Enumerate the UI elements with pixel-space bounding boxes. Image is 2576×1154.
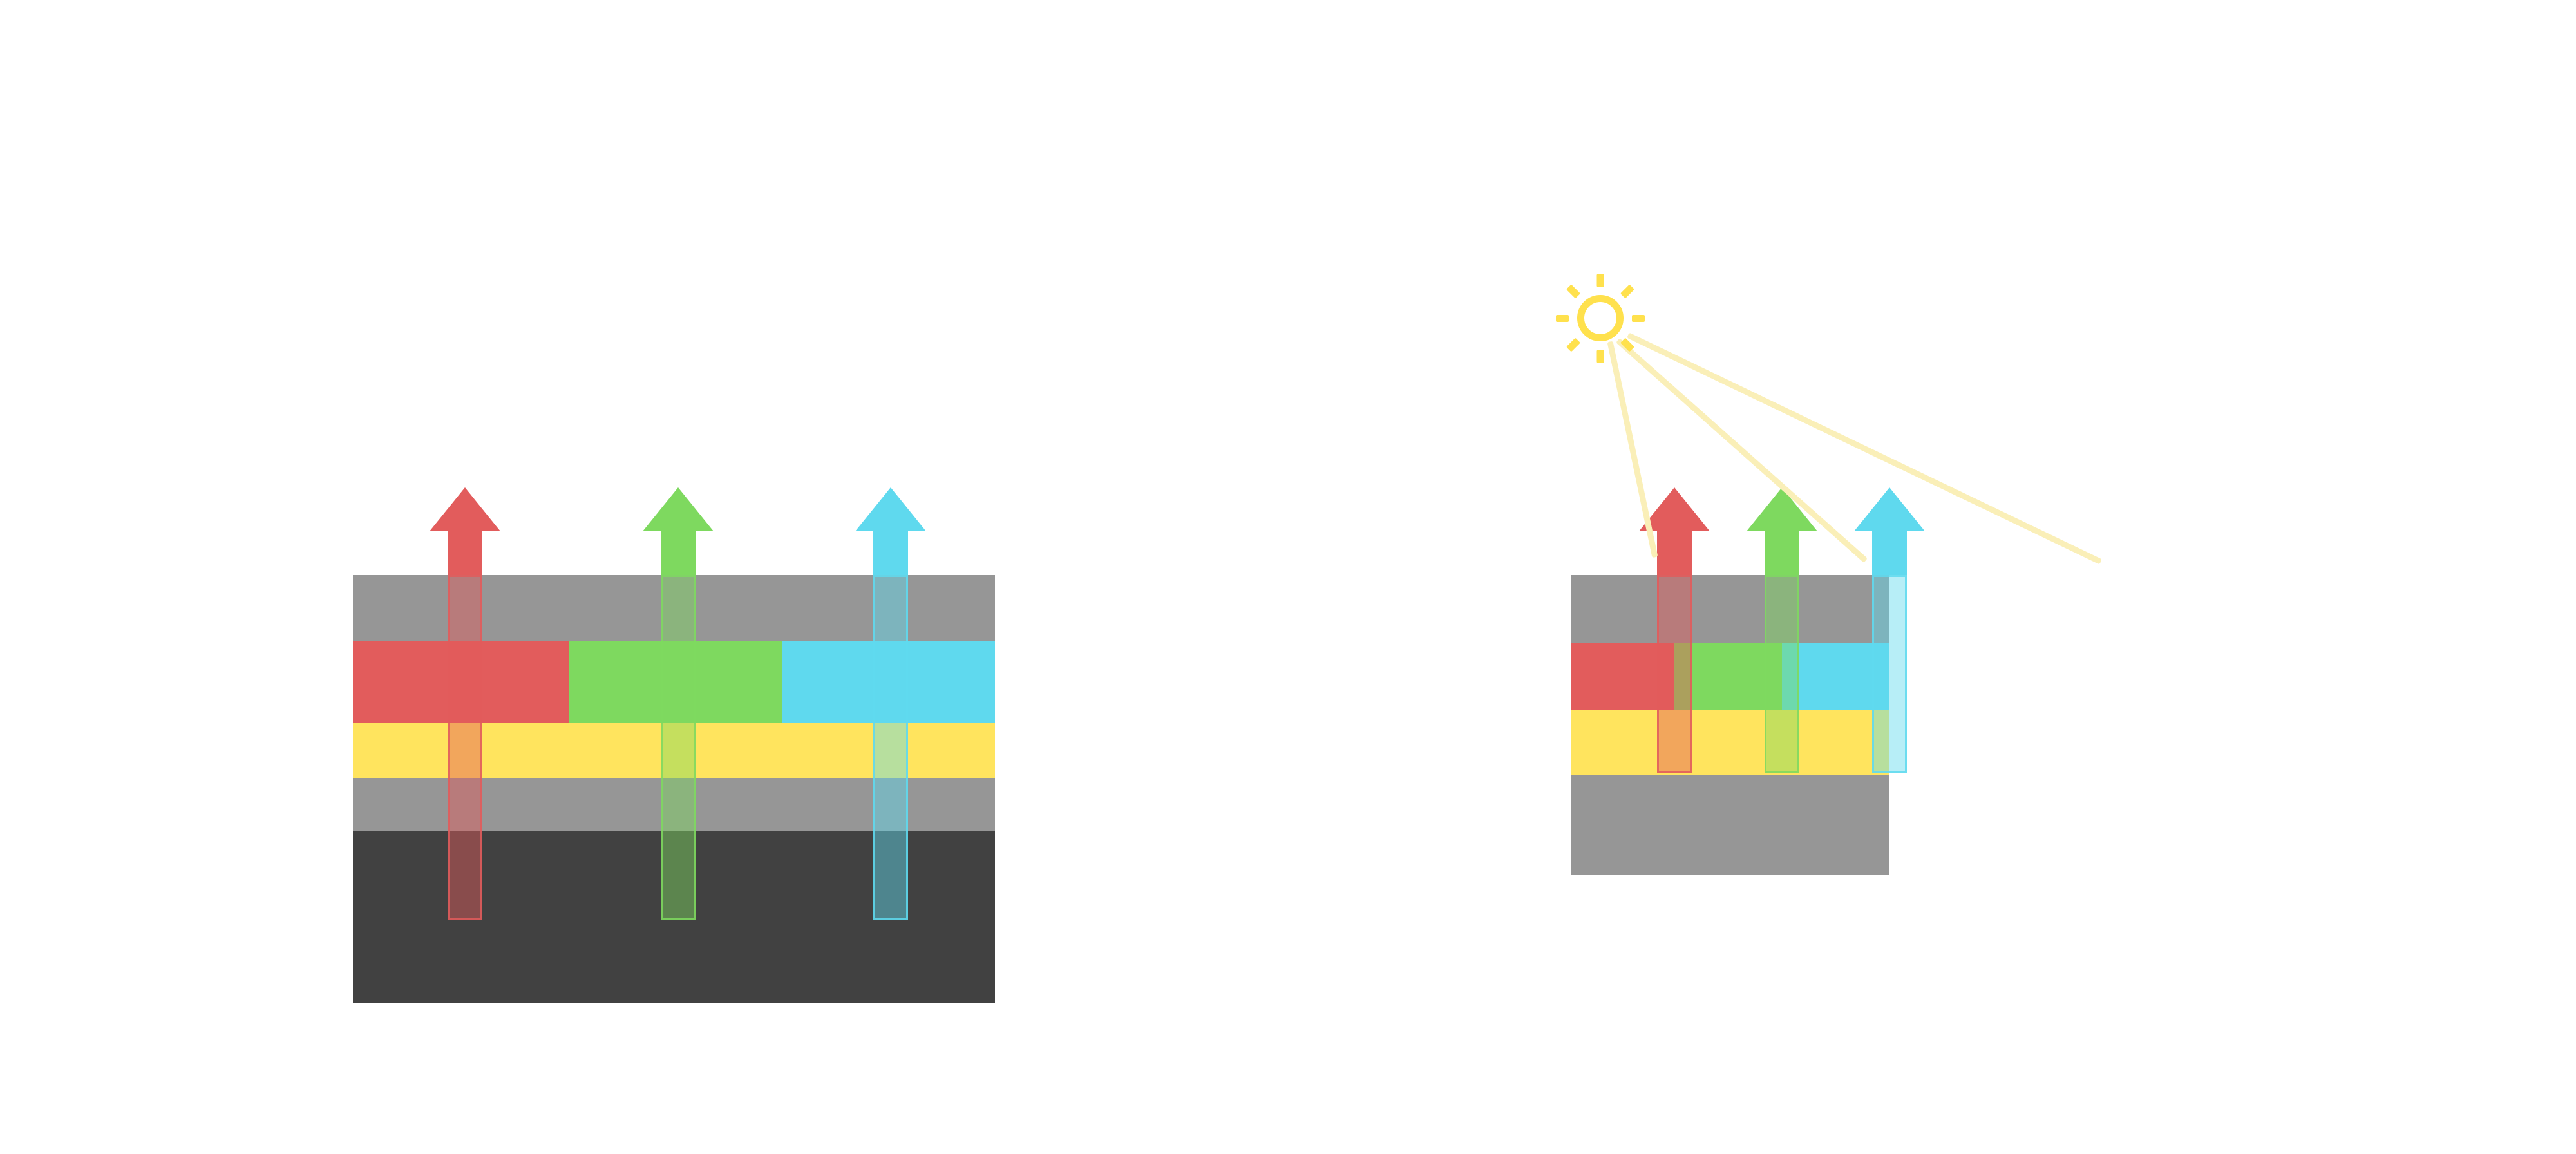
sun-ray-6 [1566, 337, 1581, 352]
reflector-gray-layer [1571, 775, 1889, 875]
cyan-emission-arrow-ghost-shaft [1872, 575, 1907, 773]
cyan-emission-arrow-shaft [1872, 529, 1907, 575]
green-emission-arrow [643, 486, 714, 575]
top-gray-layer [1571, 575, 1889, 643]
green-band [1674, 643, 1782, 710]
yellow-layer [353, 723, 995, 778]
sun-ray-4 [1620, 337, 1634, 352]
cyan-emission-arrow-shaft [873, 529, 908, 575]
sun-ray-8 [1566, 284, 1581, 299]
sun-ray-5 [1596, 350, 1604, 363]
yellow-layer [1571, 710, 1889, 775]
mid-gray-layer [353, 778, 995, 831]
sun-ray-1 [1596, 274, 1604, 287]
green-emission-arrow-shaft [661, 529, 696, 575]
green-emission-arrow-ghost-shaft [661, 575, 696, 920]
top-gray-layer [353, 575, 995, 641]
red-emission-arrow-ghost-shaft [448, 575, 482, 920]
red-emission-arrow-shaft [448, 529, 482, 575]
dark-substrate-layer [353, 831, 995, 1003]
green-emission-arrow-head [643, 486, 714, 531]
red-emission-arrow [430, 486, 500, 575]
cyan-emission-arrow [1854, 486, 1925, 575]
sun-icon [1556, 274, 1645, 363]
green-emission-arrow-shaft [1765, 529, 1799, 575]
cyan-band [1782, 643, 1889, 710]
cyan-emission-arrow-head [855, 486, 926, 531]
sun-ring [1577, 295, 1624, 341]
sun-ray-3 [1632, 314, 1645, 322]
cyan-emission-arrow-ghost-shaft [873, 575, 908, 920]
cyan-emission-arrow [855, 486, 926, 575]
layer-stack [1571, 575, 1889, 875]
green-emission-arrow-ghost-shaft [1765, 575, 1799, 773]
cyan-band [782, 641, 995, 723]
cyan-emission-arrow-head [1854, 486, 1925, 531]
red-band [353, 641, 569, 723]
rgb-filter-layer [1571, 643, 1889, 710]
red-emission-arrow-head [430, 486, 500, 531]
green-band [569, 641, 782, 723]
red-emission-arrow-ghost-shaft [1657, 575, 1692, 773]
red-emission-arrow-shaft [1657, 529, 1692, 575]
sun-ray-2 [1620, 284, 1634, 299]
layer-stack [353, 575, 995, 1003]
rgb-filter-layer [353, 641, 995, 723]
green-emission-arrow [1747, 486, 1817, 575]
sun-ray-7 [1556, 314, 1569, 322]
